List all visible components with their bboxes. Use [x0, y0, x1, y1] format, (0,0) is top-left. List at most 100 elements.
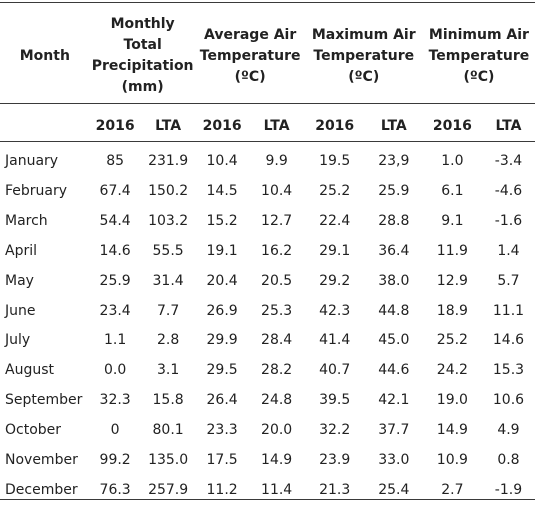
- value-cell: 25.2: [319, 182, 351, 199]
- value-cell: 20.5: [261, 272, 293, 289]
- value-cell: 20.4: [206, 272, 238, 289]
- value-cell: 76.3: [99, 481, 131, 498]
- table-row: January 85 231.9 10.4 9.9 19.5 23,9 1.0 -3.4: [0, 145, 535, 176]
- value-cell: 26.4: [206, 392, 238, 409]
- table-row: August 0.0 3.1 29.5 28.2 40.7 44.6 24.2 15.3: [0, 355, 535, 385]
- value-cell: 31.4: [152, 272, 184, 289]
- value-cell: 15.3: [492, 362, 525, 379]
- value-cell: 11.9: [436, 242, 468, 259]
- value-cell: 5.7: [497, 272, 520, 289]
- month-cell: September: [5, 392, 83, 409]
- month-cell: February: [5, 182, 68, 199]
- value-cell: 21.3: [319, 481, 351, 498]
- table-row: July 1.1 2.8 29.9 28.4 41.4 45.0 25.2 14.6: [0, 325, 535, 355]
- table-body: January 85 231.9 10.4 9.9 19.5 23,9 1.0 -3.4 Febr…: [0, 145, 535, 505]
- value-cell: 28.4: [261, 332, 293, 349]
- value-cell: 7.7: [156, 302, 180, 319]
- value-cell: 3.1: [156, 362, 180, 379]
- subheader-blank: [0, 108, 90, 145]
- month-cell: April: [5, 242, 37, 259]
- value-cell: 19.1: [206, 242, 238, 259]
- subheader-cell: 2016: [95, 118, 135, 134]
- table-row: February 67.4 150.2 14.5 10.4 25.2 25.9 6.1 -4.6: [0, 176, 535, 206]
- value-cell: 25.9: [378, 182, 410, 199]
- value-cell: 25.4: [378, 481, 410, 498]
- value-cell: 29.2: [319, 272, 351, 289]
- value-cell: 17.5: [206, 451, 238, 468]
- value-cell: 23.9: [319, 451, 351, 468]
- value-cell: 257.9: [148, 481, 189, 498]
- value-cell: 19.5: [319, 152, 351, 169]
- table-row: November 99.2 135.0 17.5 14.9 23.9 33.0 10.9 0.8: [0, 445, 535, 475]
- value-cell: 1.4: [497, 242, 520, 259]
- subheader-cell: 2016: [315, 118, 355, 134]
- month-cell: October: [5, 422, 62, 439]
- value-cell: 15.2: [206, 212, 238, 229]
- value-cell: 4.9: [497, 422, 520, 439]
- month-cell: July: [5, 332, 31, 349]
- table-row: May 25.9 31.4 20.4 20.5 29.2 38.0 12.9 5.7: [0, 266, 535, 296]
- value-cell: 40.7: [319, 362, 351, 379]
- subheader-cell: LTA: [155, 118, 182, 134]
- value-cell: 80.1: [152, 422, 184, 439]
- subheader-cell: LTA: [380, 118, 407, 134]
- value-cell: 10.9: [436, 451, 468, 468]
- month-cell: January: [5, 152, 59, 169]
- value-cell: 28.8: [378, 212, 410, 229]
- value-cell: 14.6: [492, 332, 525, 349]
- value-cell: 26.9: [206, 302, 238, 319]
- month-cell: May: [5, 272, 34, 289]
- value-cell: 32.3: [99, 392, 131, 409]
- value-cell: 231.9: [148, 152, 189, 169]
- average-temperature-header: Average Air Temperature (ºC): [199, 26, 301, 85]
- value-cell: 29.9: [206, 332, 238, 349]
- value-cell: -1.6: [494, 212, 523, 229]
- table-row: April 14.6 55.5 19.1 16.2 29.1 36.4 11.9 1.4: [0, 236, 535, 266]
- value-cell: 16.2: [261, 242, 293, 259]
- minimum-temperature-header: Minimum Air Temperature (ºC): [428, 26, 530, 85]
- month-cell: August: [5, 362, 54, 379]
- month-header: Month: [19, 47, 70, 64]
- value-cell: 42.3: [319, 302, 351, 319]
- value-cell: 33.0: [378, 451, 410, 468]
- value-cell: 9.1: [441, 212, 464, 229]
- value-cell: 18.9: [436, 302, 468, 319]
- table-row: September 32.3 15.8 26.4 24.8 39.5 42.1 19.0 10.…: [0, 385, 535, 415]
- value-cell: 99.2: [99, 451, 131, 468]
- value-cell: 9.9: [265, 152, 288, 169]
- value-cell: 37.7: [378, 422, 410, 439]
- top-rule: [0, 2, 535, 3]
- value-cell: 36.4: [378, 242, 410, 259]
- value-cell: 135.0: [148, 451, 189, 468]
- value-cell: 11.4: [261, 481, 293, 498]
- precipitation-header: Monthly Total Precipitation (mm): [91, 16, 194, 95]
- value-cell: 24.8: [261, 392, 293, 409]
- value-cell: 19.0: [436, 392, 468, 409]
- table-row: June 23.4 7.7 26.9 25.3 42.3 44.8 18.9 11.1: [0, 296, 535, 326]
- value-cell: 103.2: [148, 212, 189, 229]
- value-cell: 41.4: [319, 332, 351, 349]
- value-cell: 10.4: [261, 182, 293, 199]
- month-cell: March: [5, 212, 48, 229]
- value-cell: 25.3: [261, 302, 293, 319]
- value-cell: 12.7: [261, 212, 293, 229]
- subheader-cell: 2016: [432, 118, 472, 134]
- month-cell: December: [5, 481, 78, 498]
- value-cell: 67.4: [99, 182, 131, 199]
- value-cell: 25.9: [99, 272, 131, 289]
- value-cell: 0: [110, 422, 120, 439]
- value-cell: 0.8: [497, 451, 520, 468]
- value-cell: -4.6: [494, 182, 523, 199]
- value-cell: -3.4: [494, 152, 523, 169]
- bottom-rule: [0, 499, 535, 500]
- value-cell: 55.5: [152, 242, 184, 259]
- value-cell: 42.1: [378, 392, 410, 409]
- month-cell: November: [5, 451, 78, 468]
- value-cell: 29.5: [206, 362, 238, 379]
- header-rule: [0, 103, 535, 104]
- subheader-cell: 2016: [202, 118, 242, 134]
- value-cell: 23.4: [99, 302, 131, 319]
- value-cell: 15.8: [152, 392, 184, 409]
- value-cell: 1.0: [441, 152, 464, 169]
